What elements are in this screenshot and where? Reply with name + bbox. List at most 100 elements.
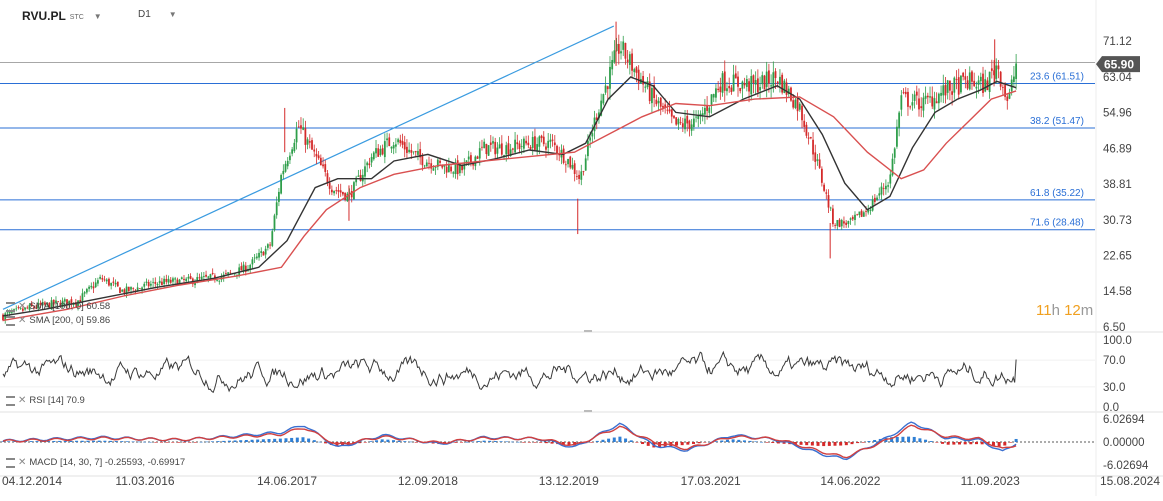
candle-body: [589, 137, 592, 141]
candle-body: [328, 182, 331, 189]
candle-body: [666, 109, 669, 111]
legend-rsi[interactable]: ✕ RSI [14] 70.9: [6, 395, 85, 406]
candle-body: [523, 138, 525, 149]
candle-body: [397, 139, 399, 143]
candle-body: [529, 147, 532, 150]
candle-body: [626, 59, 629, 62]
macd-histogram-bar: [963, 442, 967, 445]
legend-macd[interactable]: ✕ MACD [14, 30, 7] -0.25593, -0.69917: [6, 457, 185, 468]
candle-body: [818, 159, 821, 168]
candle-body: [624, 42, 627, 59]
candle-body: [1008, 93, 1011, 99]
close-icon[interactable]: ✕: [18, 315, 27, 326]
candle-body: [728, 86, 731, 89]
candle-body: [443, 164, 446, 167]
candle-body: [595, 117, 598, 120]
candle-body: [677, 119, 680, 125]
macd-histogram-bar: [307, 438, 311, 442]
macd-histogram-bar: [754, 441, 758, 443]
candle-body: [692, 118, 695, 128]
indicator-settings-icon[interactable]: [6, 395, 15, 406]
candle-body: [41, 301, 44, 306]
candle-body: [527, 142, 530, 146]
fib-level-label: 61.8 (35.22): [1030, 188, 1084, 199]
candle-body: [884, 185, 887, 190]
candle-body: [114, 282, 117, 285]
candle-body: [644, 86, 647, 88]
candle-body: [253, 257, 256, 259]
candle-body: [873, 197, 876, 202]
candle-body: [350, 191, 353, 198]
macd-histogram-bar: [216, 441, 220, 442]
macd-histogram-bar: [929, 441, 933, 442]
macd-histogram-bar: [403, 441, 407, 442]
macd-histogram-bar: [799, 442, 803, 445]
candle-body: [948, 80, 951, 91]
candle-body: [370, 157, 373, 163]
candle-body: [63, 299, 66, 302]
macd-histogram-bar: [176, 442, 180, 443]
macd-histogram-bar: [742, 440, 746, 442]
candle-body: [85, 288, 88, 293]
candle-body: [236, 274, 238, 276]
rsi-tick-label: 0.0: [1103, 402, 1119, 414]
candle-body: [964, 76, 967, 80]
candle-body: [587, 140, 589, 157]
macd-histogram-bar: [261, 439, 265, 442]
close-icon[interactable]: ✕: [18, 301, 27, 312]
candle-body: [1010, 79, 1013, 92]
candle-body: [375, 148, 377, 154]
candle-body: [141, 287, 143, 290]
macd-histogram-bar: [748, 440, 752, 442]
macd-histogram-bar: [771, 442, 775, 443]
candle-body: [977, 80, 980, 85]
candle-body: [244, 265, 247, 272]
date-tick-label: 14.06.2022: [820, 474, 880, 488]
candle-body: [675, 117, 678, 125]
timeframe-selector[interactable]: D1 ▼: [138, 9, 177, 20]
macd-histogram-bar: [92, 440, 96, 442]
macd-histogram-bar: [912, 436, 916, 442]
candle-body: [412, 151, 415, 153]
candle-body: [436, 159, 439, 167]
candle-body: [465, 160, 468, 164]
symbol-selector[interactable]: RVU.PL STC ▼: [22, 9, 102, 23]
fib-level-label: 71.6 (28.48): [1030, 218, 1084, 229]
macd-histogram-bar: [75, 440, 79, 442]
candle-body: [776, 81, 779, 84]
candle-body: [278, 191, 280, 202]
macd-histogram-bar: [69, 440, 73, 442]
macd-histogram-bar: [499, 441, 503, 442]
close-icon[interactable]: ✕: [18, 457, 27, 468]
candle-body: [520, 146, 523, 147]
candle-body: [390, 146, 393, 149]
candle-body: [483, 141, 486, 149]
candle-body: [988, 71, 991, 92]
legend-sma-long[interactable]: ✕ SMA [200, 0] 59.86: [6, 315, 110, 326]
macd-histogram-bar: [375, 440, 379, 442]
candle-body: [425, 162, 428, 167]
candle-body: [880, 186, 883, 195]
close-icon[interactable]: ✕: [18, 395, 27, 406]
date-tick-label: 12.09.2018: [398, 474, 458, 488]
macd-histogram-bar: [114, 441, 118, 442]
candle-body: [218, 280, 221, 282]
candle-body: [564, 164, 567, 166]
candle-body: [686, 115, 689, 124]
candle-body: [960, 75, 962, 93]
candle-body: [315, 153, 318, 157]
indicator-settings-icon[interactable]: [6, 457, 15, 468]
candle-body: [525, 140, 528, 144]
macd-histogram-bar: [392, 440, 396, 442]
legend-sma-short[interactable]: ✕ SMA [100, 0] 60.58: [6, 301, 110, 312]
candle-body: [975, 86, 978, 89]
indicator-settings-icon[interactable]: [6, 315, 15, 326]
candle-body: [997, 65, 1000, 70]
candle-body: [986, 80, 989, 91]
candle-body: [127, 286, 130, 292]
candle-body: [15, 308, 18, 310]
indicator-settings-icon[interactable]: [6, 301, 15, 312]
panel-resize-handle: [584, 410, 592, 412]
